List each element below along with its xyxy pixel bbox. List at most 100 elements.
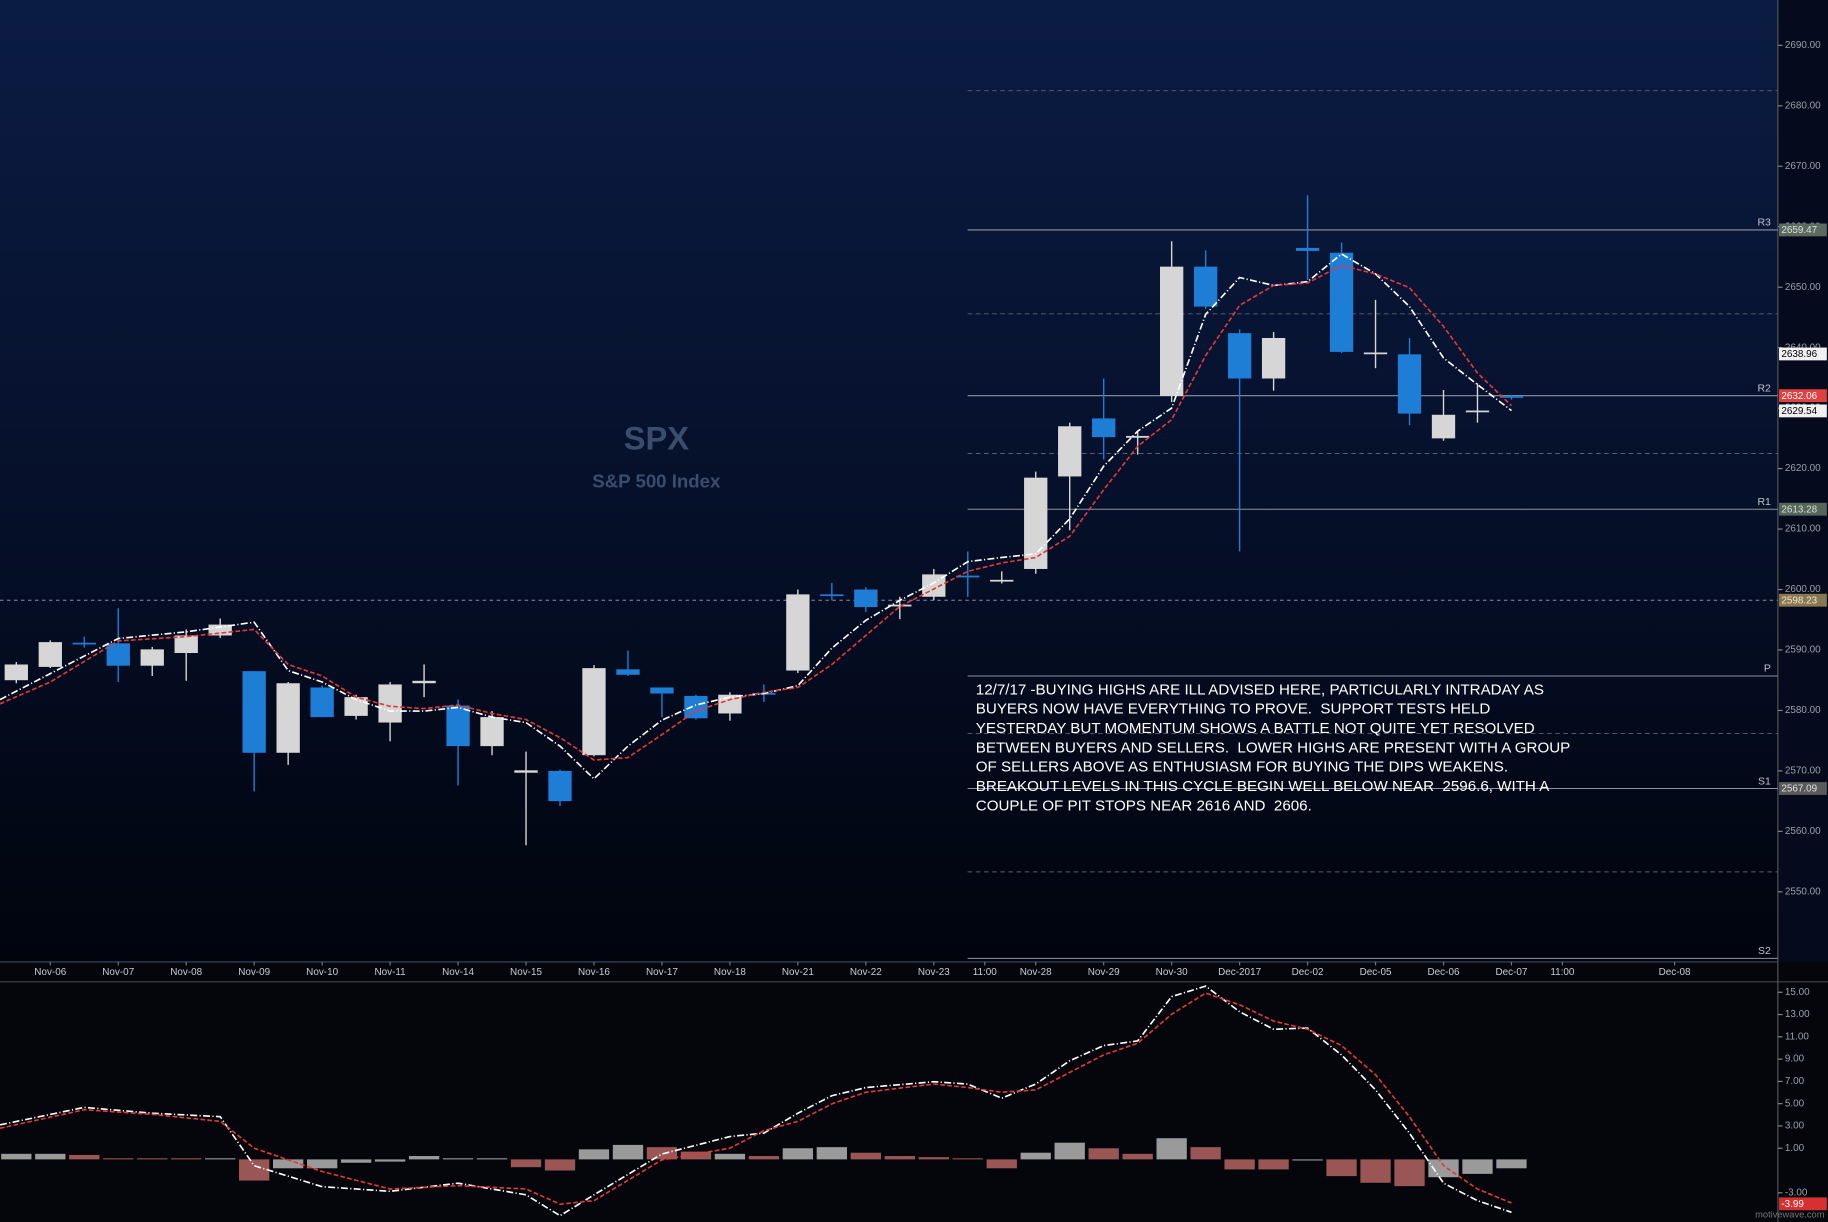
level-box [1779, 502, 1827, 516]
candle-body [1126, 435, 1150, 438]
histogram-bar [374, 1159, 406, 1162]
y-tick-label: 2600.00 [1785, 584, 1821, 595]
candle-body [514, 770, 538, 773]
price-label-box [1779, 347, 1827, 361]
candle-body [854, 589, 878, 608]
annotation-line: BETWEEN BUYERS AND SELLERS. LOWER HIGHS … [976, 739, 1570, 756]
y-tick-label: 13.00 [1785, 1009, 1810, 1020]
candle-body [106, 643, 130, 666]
annotation-line: YESTERDAY BUT MOMENTUM SHOWS A BATTLE NO… [976, 720, 1535, 737]
x-tick-label: 11:00 [1550, 967, 1575, 978]
x-tick-label: Dec-07 [1495, 967, 1527, 978]
y-tick-label: 2620.00 [1785, 463, 1821, 474]
candle-body [174, 635, 198, 654]
y-tick-label: 2580.00 [1785, 705, 1821, 716]
x-tick-label: Nov-28 [1020, 967, 1052, 978]
x-tick-label: Dec-06 [1428, 967, 1460, 978]
candle-body [1397, 354, 1422, 414]
x-tick-label: Nov-07 [102, 967, 134, 978]
histogram-bar [816, 1147, 848, 1160]
pivot-label: R1 [1757, 497, 1771, 508]
histogram-bar [850, 1152, 881, 1160]
histogram-bar [442, 1158, 474, 1160]
y-tick-label: -3.00 [1785, 1187, 1808, 1198]
level-text: 2567.09 [1781, 784, 1817, 795]
annotation-line: COUPLE OF PIT STOPS NEAR 2616 AND 2606. [976, 797, 1312, 814]
macd-last-box [1779, 1197, 1827, 1211]
candle-body [276, 683, 300, 753]
histogram-bar [273, 1159, 304, 1169]
level-box [1779, 782, 1827, 795]
histogram-bar [986, 1159, 1017, 1169]
y-tick-label: 5.00 [1785, 1098, 1805, 1109]
x-tick-label: Nov-29 [1088, 967, 1120, 978]
histogram-bar [137, 1158, 168, 1160]
x-tick-label: Nov-08 [170, 967, 202, 978]
candle-body [718, 694, 742, 714]
histogram-bar [884, 1156, 915, 1160]
x-tick-label: Nov-14 [442, 967, 474, 978]
annotation-line: BREAKOUT LEVELS IN THIS CYCLE BEGIN WELL… [976, 778, 1550, 795]
date-axis [0, 961, 1828, 982]
annotation-line: 12/7/17 -BUYING HIGHS ARE ILL ADVISED HE… [976, 681, 1544, 698]
candle-body [684, 695, 708, 719]
level-text: 2632.06 [1781, 391, 1817, 402]
histogram-bar [1428, 1159, 1459, 1178]
candle-body [888, 604, 912, 607]
candle-body [72, 642, 96, 645]
candle-body [1363, 352, 1388, 355]
chart-title: SPX [624, 419, 690, 456]
histogram-bar [239, 1159, 270, 1181]
reference-text: 2598.23 [1781, 595, 1817, 606]
candle-body [412, 680, 436, 684]
chart-subtitle: S&P 500 Index [592, 471, 721, 492]
candle-body [378, 684, 402, 723]
candle-body [1295, 247, 1320, 251]
histogram-bar [408, 1156, 440, 1160]
y-tick-label: 11.00 [1785, 1031, 1810, 1042]
price-axis-area [1777, 0, 1828, 962]
candle-body [4, 664, 28, 681]
histogram-bar [1, 1153, 32, 1160]
price-label-box [1779, 404, 1827, 418]
price-panel [0, 0, 1778, 962]
histogram-bar [510, 1159, 542, 1168]
candle-body [446, 705, 470, 747]
candle-body [1092, 418, 1116, 438]
histogram-bar [35, 1153, 66, 1160]
x-tick-label: Nov-18 [714, 967, 746, 978]
x-tick-label: Nov-22 [850, 967, 882, 978]
candle-body [582, 668, 606, 756]
watermark: motivewave.com [1755, 1209, 1825, 1219]
candle-body [38, 642, 62, 667]
x-tick-label: Nov-21 [782, 967, 814, 978]
histogram-bar [612, 1144, 644, 1160]
reference-box [1779, 593, 1827, 607]
level-text: 2659.47 [1781, 225, 1817, 236]
histogram-bar [918, 1157, 949, 1160]
histogram-bar [748, 1156, 780, 1160]
candle-body [548, 770, 572, 802]
x-tick-label: Nov-11 [374, 967, 406, 978]
pivot-label: P [1764, 664, 1771, 675]
candle-body [1431, 414, 1456, 439]
macd-line [0, 992, 1512, 1205]
y-tick-label: 2560.00 [1785, 826, 1821, 837]
histogram-bar [1462, 1159, 1493, 1174]
histogram-bar [205, 1158, 236, 1160]
price-label-text: 2638.96 [1781, 349, 1817, 360]
candle-body [1193, 266, 1218, 307]
histogram-bar [1054, 1142, 1085, 1160]
histogram-bar [1496, 1159, 1527, 1169]
x-tick-label: Nov-10 [306, 967, 338, 978]
y-tick-label: 9.00 [1785, 1054, 1805, 1065]
candle-body [208, 624, 232, 636]
candle-body [1159, 266, 1184, 397]
candle-body [480, 717, 504, 747]
candle-body [140, 649, 164, 666]
histogram-bar [782, 1148, 814, 1160]
candle-body [1024, 477, 1048, 569]
histogram-bar [1394, 1159, 1425, 1187]
histogram-bar [340, 1159, 372, 1163]
histogram-bar [952, 1158, 983, 1160]
